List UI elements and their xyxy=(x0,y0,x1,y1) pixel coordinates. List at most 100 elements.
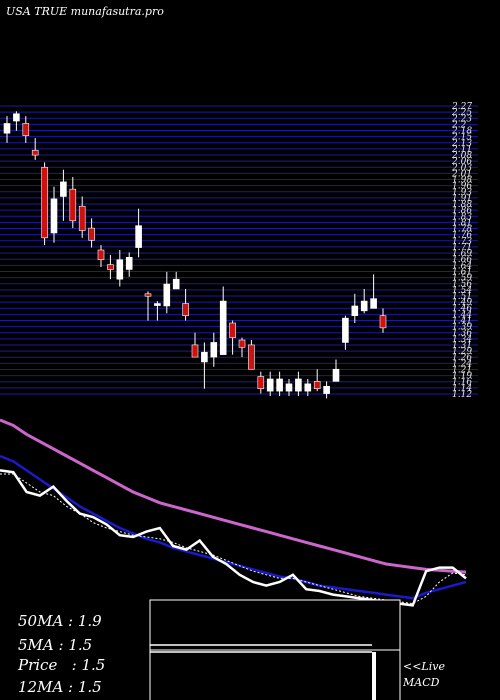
candle xyxy=(78,196,86,238)
ma-long-line xyxy=(0,418,467,574)
candle xyxy=(116,250,124,287)
ma-dashed-line xyxy=(0,473,467,605)
price-label: 2.27 xyxy=(451,102,472,112)
price-label: 1.83 xyxy=(452,212,472,222)
candle-body xyxy=(125,256,133,270)
candle-body xyxy=(154,303,161,306)
stat-5ma: 5MA : 1.5 xyxy=(18,636,93,654)
stat-12ma: 12MA : 1.5 xyxy=(18,678,102,696)
price-label: 1.76 xyxy=(452,231,472,241)
candle xyxy=(69,177,77,229)
stat-price: Price : 1.5 xyxy=(18,656,106,674)
candle xyxy=(3,116,11,143)
price-label: 1.24 xyxy=(452,359,472,369)
price-label: 2.23 xyxy=(451,114,472,124)
moving-average-lines xyxy=(0,418,467,607)
candle xyxy=(304,378,312,396)
candle xyxy=(172,271,180,290)
price-label: 1.71 xyxy=(452,243,472,253)
price-label: 2.2 xyxy=(451,120,467,130)
candle xyxy=(107,254,114,280)
candle xyxy=(229,320,236,355)
price-label: 1.93 xyxy=(452,188,472,198)
candle xyxy=(313,369,321,392)
candle xyxy=(41,162,48,246)
candle-body xyxy=(248,344,255,370)
macd-label-name: MACD xyxy=(403,676,440,689)
candle-body xyxy=(276,378,283,392)
candle xyxy=(342,315,349,350)
candle-body xyxy=(238,339,246,348)
candle-body xyxy=(379,315,387,329)
candle xyxy=(295,371,302,396)
macd-upper-box xyxy=(149,599,401,651)
candle xyxy=(97,245,105,268)
candle xyxy=(210,332,218,367)
price-label: 1.51 xyxy=(452,292,472,302)
candle xyxy=(323,381,330,399)
candle xyxy=(238,337,246,358)
candle xyxy=(135,208,142,258)
stat-label: Price xyxy=(18,656,58,674)
price-label: 2.13 xyxy=(451,139,472,149)
price-label: 1.16 xyxy=(452,378,472,388)
candle-body xyxy=(266,378,274,392)
stat-value: 1.5 xyxy=(81,656,106,674)
price-label: 2.03 xyxy=(451,163,472,173)
price-label: 2.18 xyxy=(451,127,472,137)
stat-value: 1.5 xyxy=(77,678,102,696)
candle-body xyxy=(360,300,368,312)
price-label: 1.36 xyxy=(452,329,472,339)
macd-lower-box xyxy=(149,649,401,700)
candle xyxy=(182,288,189,321)
candle-body xyxy=(22,123,30,136)
candle xyxy=(285,378,293,396)
price-label: 2.08 xyxy=(451,151,472,161)
price-label: 1.19 xyxy=(452,372,472,382)
macd-histogram-bar xyxy=(372,652,376,700)
candle xyxy=(60,169,67,221)
candle xyxy=(163,271,171,314)
candle-body xyxy=(323,385,330,394)
candle-body xyxy=(135,225,142,248)
price-label: 1.88 xyxy=(452,200,472,210)
chart-title: USA TRUE munafasutra.pro xyxy=(6,5,164,18)
candle xyxy=(370,274,377,309)
price-label: 1.12 xyxy=(452,390,472,400)
price-label: 1.54 xyxy=(452,286,472,296)
price-grid xyxy=(0,105,478,395)
price-label: 2.15 xyxy=(451,133,472,143)
candle xyxy=(257,371,265,394)
price-label: 2.11 xyxy=(451,145,472,155)
price-label: 1.96 xyxy=(452,182,472,192)
stat-50ma: 50MA : 1.9 xyxy=(18,612,102,630)
price-label: 1.26 xyxy=(452,353,472,363)
price-axis-labels: 2.272.252.232.22.182.152.132.112.082.062… xyxy=(451,102,472,400)
price-label: 1.29 xyxy=(452,347,472,357)
price-label: 1.31 xyxy=(452,341,472,351)
candle xyxy=(351,293,359,323)
candle-body xyxy=(50,198,58,234)
candle xyxy=(144,291,152,321)
candle xyxy=(125,252,133,277)
price-label: 1.34 xyxy=(452,335,472,345)
candle xyxy=(154,301,161,321)
candle xyxy=(31,138,39,160)
price-label: 1.14 xyxy=(452,384,472,394)
candle-body xyxy=(13,113,20,122)
price-label: 2.25 xyxy=(451,108,472,118)
price-label: 1.91 xyxy=(452,194,472,204)
macd-label-live: <<Live xyxy=(403,660,445,673)
macd-panel xyxy=(149,599,401,700)
candle-body xyxy=(144,293,152,297)
candle-body xyxy=(304,383,312,392)
candle-body xyxy=(116,259,124,280)
candle-body xyxy=(342,317,349,343)
candle xyxy=(379,308,387,333)
candle-body xyxy=(182,303,189,316)
stat-value: 1.5 xyxy=(68,636,93,654)
candle-body xyxy=(257,376,265,389)
candle-body xyxy=(163,283,171,307)
candles xyxy=(3,111,387,399)
